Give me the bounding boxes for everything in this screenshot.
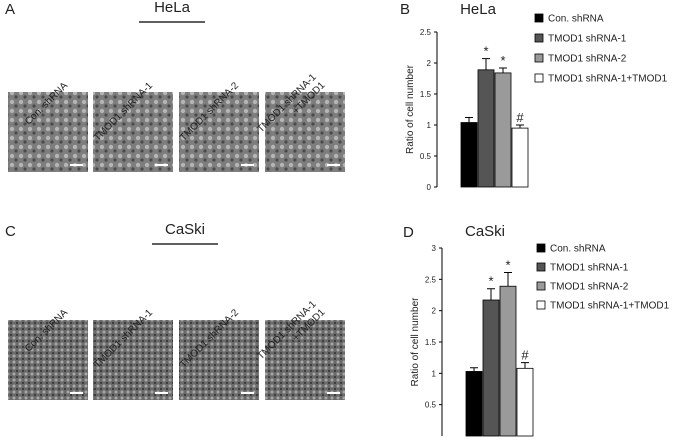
legend-swatch: [534, 73, 544, 83]
legend-label: TMOD1 shRNA-2: [548, 54, 627, 65]
chart-title: HeLa: [460, 1, 497, 18]
y-tick-label: 0: [427, 183, 432, 192]
y-tick-label: 1.5: [425, 338, 437, 347]
legend-label: TMOD1 shRNA-1+TMOD1: [550, 301, 670, 312]
legend-label: Con. shRNA: [550, 244, 606, 255]
y-tick-label: 2: [432, 307, 437, 316]
error-bar: [470, 367, 478, 372]
legend-swatch: [534, 53, 544, 63]
bar: [460, 122, 478, 188]
bar: [516, 367, 534, 437]
error-bar: [482, 58, 490, 70]
micrograph: [179, 92, 259, 172]
significance-mark: *: [483, 44, 488, 59]
section-title: CaSki: [165, 221, 205, 238]
micrograph: [265, 92, 345, 172]
legend-label: Con. shRNA: [548, 14, 604, 25]
y-tick-label: 2: [427, 59, 432, 68]
bar: [477, 69, 495, 188]
bar: [482, 299, 500, 437]
y-axis-label: Ratio of cell number: [405, 64, 416, 154]
legend-label: TMOD1 shRNA-2: [550, 282, 629, 293]
chart-title: CaSki: [465, 223, 505, 240]
micrograph: [8, 92, 88, 172]
legend-swatch: [536, 300, 546, 310]
significance-mark: *: [500, 53, 505, 68]
y-tick-label: 0.5: [420, 152, 432, 161]
legend-swatch: [536, 281, 546, 291]
bar: [499, 285, 517, 437]
legend-swatch: [534, 33, 544, 43]
significance-mark: #: [516, 110, 524, 125]
y-tick-label: 3: [432, 244, 437, 253]
legend-label: TMOD1 shRNA-1: [548, 34, 627, 45]
micrograph: [265, 320, 345, 400]
legend-swatch: [536, 262, 546, 272]
panel-label: A: [5, 1, 15, 18]
y-tick-label: 2.5: [420, 28, 432, 37]
panel-label: D: [403, 224, 414, 241]
error-bar: [521, 362, 529, 369]
legend-swatch: [536, 243, 546, 253]
micrograph: [8, 320, 88, 400]
micrograph: [179, 320, 259, 400]
error-bar: [516, 124, 524, 129]
legend-label: TMOD1 shRNA-1+TMOD1: [548, 74, 668, 85]
significance-mark: *: [488, 274, 493, 289]
panel-label: B: [400, 1, 410, 18]
error-bar: [487, 288, 495, 301]
significance-mark: #: [521, 348, 529, 363]
section-title: HeLa: [154, 0, 191, 16]
bar: [465, 371, 483, 437]
bar: [511, 127, 529, 188]
error-bar: [465, 117, 473, 123]
legend-swatch: [534, 13, 544, 23]
y-axis-label: Ratio of cell number: [410, 297, 421, 387]
legend-label: TMOD1 shRNA-1: [550, 263, 629, 274]
micrograph: [93, 92, 173, 172]
error-bar: [499, 67, 507, 73]
micrograph: [93, 320, 173, 400]
y-tick-label: 1: [427, 121, 432, 130]
y-tick-label: 1: [432, 369, 437, 378]
significance-mark: *: [505, 257, 510, 272]
panel-label: C: [5, 223, 16, 240]
error-bar: [504, 271, 512, 287]
y-tick-label: 0.5: [425, 401, 437, 410]
y-tick-label: 1.5: [420, 90, 432, 99]
bar: [494, 72, 512, 188]
y-tick-label: 2.5: [425, 275, 437, 284]
